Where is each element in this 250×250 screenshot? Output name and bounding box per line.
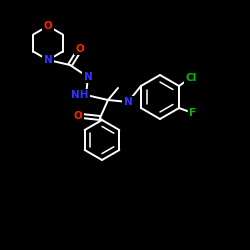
Text: O: O <box>76 44 84 54</box>
Text: O: O <box>74 111 82 121</box>
Text: Cl: Cl <box>186 73 197 83</box>
Text: F: F <box>190 108 196 118</box>
Text: N: N <box>84 72 92 82</box>
Text: N: N <box>44 55 52 65</box>
Text: NH: NH <box>71 90 89 100</box>
Text: N: N <box>124 97 132 107</box>
Text: O: O <box>44 21 52 31</box>
